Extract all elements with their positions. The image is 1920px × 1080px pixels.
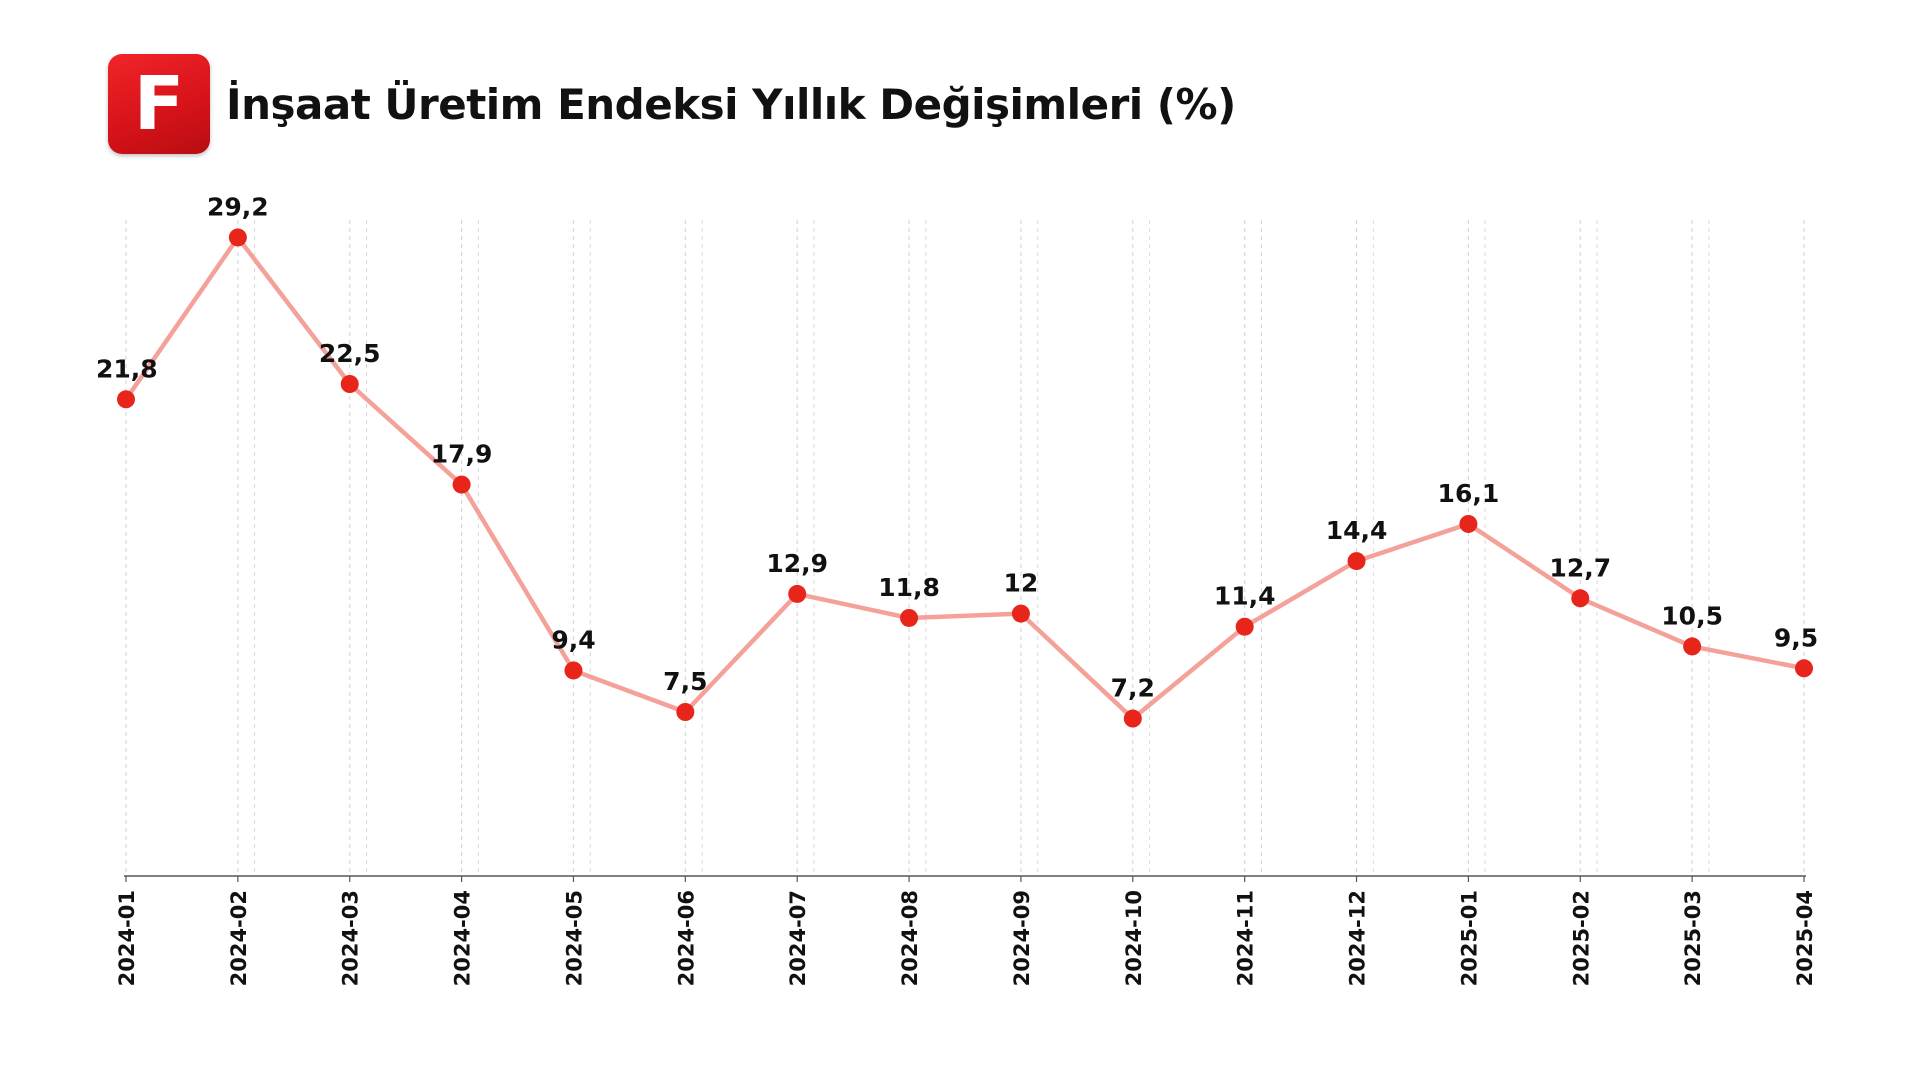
- x-tick-label: 2024-09: [1010, 890, 1034, 986]
- data-point[interactable]: [1795, 659, 1813, 678]
- data-point[interactable]: [117, 390, 135, 409]
- data-labels: 21,8 29,2 22,5 17,9 9,4 7,5 12,9 11,8 12 7,2 11,4 1…: [96, 192, 1818, 702]
- x-tick-label: 2025-04: [1793, 890, 1817, 986]
- data-point[interactable]: [564, 661, 583, 680]
- data-point[interactable]: [1011, 604, 1030, 623]
- x-tick-label: 2025-01: [1457, 890, 1481, 986]
- x-tick-label: 2024-10: [1122, 890, 1146, 986]
- data-label: 7,5: [663, 667, 707, 696]
- x-tick-label: 2024-05: [562, 890, 586, 986]
- data-point[interactable]: [676, 703, 695, 721]
- data-label: 12,9: [766, 549, 828, 578]
- x-tick-label: 2024-08: [898, 890, 922, 986]
- data-label: 14,4: [1326, 516, 1388, 545]
- data-point[interactable]: [1571, 589, 1590, 608]
- brand-logo-icon: F: [108, 54, 210, 154]
- data-point[interactable]: [228, 228, 247, 247]
- data-label: 21,8: [96, 354, 158, 383]
- data-label: 9,5: [1774, 623, 1818, 652]
- data-point[interactable]: [452, 475, 471, 494]
- x-tick-label: 2024-12: [1346, 890, 1370, 986]
- data-label: 11,4: [1214, 582, 1276, 611]
- x-tick-label: 2024-01: [115, 890, 139, 986]
- data-point[interactable]: [1683, 637, 1702, 656]
- data-label: 22,5: [319, 339, 381, 368]
- x-tick-label: 2024-07: [786, 890, 810, 986]
- series-line: [123, 235, 1807, 721]
- data-point[interactable]: [1459, 514, 1478, 533]
- chart-title: İnşaat Üretim Endeksi Yıllık Değişimleri…: [226, 79, 1236, 129]
- x-tick-label: 2024-06: [674, 890, 698, 986]
- x-tick-label: 2024-03: [339, 890, 363, 986]
- x-tick-label: 2024-04: [451, 890, 475, 986]
- data-markers: [117, 228, 1813, 728]
- data-label: 12,7: [1549, 553, 1611, 582]
- x-tick-label: 2025-02: [1569, 890, 1593, 986]
- data-label: 17,9: [431, 440, 493, 469]
- data-label: 29,2: [207, 192, 269, 221]
- x-axis-ticks: 2024-01 2024-02 2024-03 2024-04 2024-05 2024-…: [115, 876, 1817, 986]
- data-point[interactable]: [340, 375, 359, 393]
- chart-header: F İnşaat Üretim Endeksi Yıllık Değişimle…: [108, 54, 1236, 154]
- data-label: 9,4: [551, 625, 595, 654]
- data-label: 12: [1004, 569, 1039, 598]
- data-label: 7,2: [1111, 674, 1155, 703]
- data-label: 11,8: [878, 573, 940, 602]
- x-tick-label: 2024-11: [1234, 890, 1258, 986]
- data-point[interactable]: [788, 584, 807, 603]
- data-point[interactable]: [1123, 709, 1142, 728]
- data-label: 10,5: [1661, 601, 1723, 630]
- data-point[interactable]: [1347, 552, 1366, 571]
- data-point[interactable]: [1235, 617, 1254, 636]
- x-tick-label: 2025-03: [1681, 890, 1705, 986]
- x-tick-label: 2024-02: [227, 890, 251, 986]
- data-label: 16,1: [1438, 479, 1500, 508]
- grid-lines: [125, 220, 1805, 876]
- data-point[interactable]: [900, 608, 919, 627]
